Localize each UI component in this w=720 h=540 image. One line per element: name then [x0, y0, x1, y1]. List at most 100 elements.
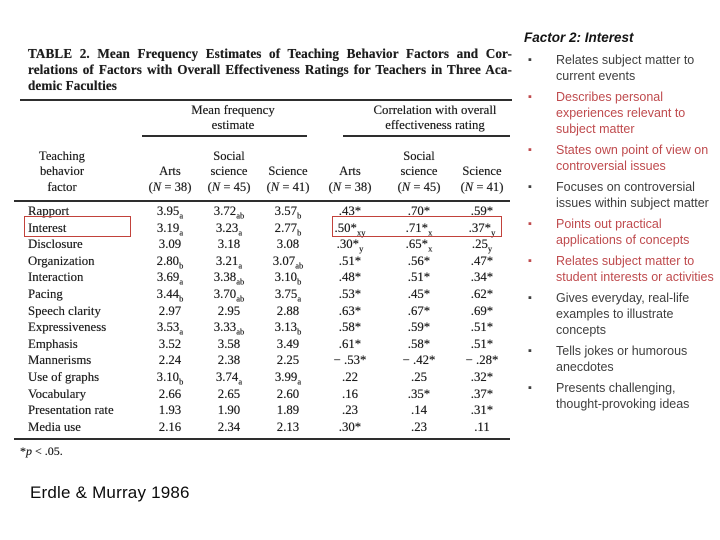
- data-cell: .51*: [407, 270, 431, 285]
- citation-text: Erdle & Murray 1986: [30, 483, 190, 502]
- data-cell: 3.09: [158, 237, 182, 252]
- data-cell: 2.66: [158, 386, 182, 401]
- column-header: Social science (N = 45): [397, 148, 441, 194]
- data-cell: 3.44b: [156, 286, 184, 304]
- table-title-line: TABLE 2. Mean Frequency Estimates of Tea…: [28, 46, 512, 61]
- data-cell: 3.13b: [274, 320, 302, 337]
- row-label: Disclosure: [28, 237, 83, 252]
- factor-bullet-list: Relates subject matter to current events…: [524, 52, 720, 412]
- column-header: Arts (N = 38): [148, 164, 192, 194]
- data-cell: .30*: [338, 419, 362, 434]
- data-cell: .50*xy: [334, 220, 366, 238]
- data-cell: 1.93: [158, 403, 182, 418]
- data-cell: .70*: [407, 204, 431, 218]
- column-header: Teaching behavior factor: [39, 148, 85, 194]
- data-cell: 3.69a: [156, 270, 184, 287]
- data-cell: .56*: [407, 253, 431, 268]
- data-cell: 2.65: [217, 386, 241, 401]
- data-cell: .51*: [338, 253, 362, 268]
- factor-bullet: Tells jokes or humorous anecdotes: [524, 343, 720, 375]
- data-cell: − .53*: [333, 353, 367, 368]
- data-cell: .71*x: [405, 220, 433, 238]
- data-cell: .22: [342, 369, 358, 384]
- data-cell: 3.70ab: [213, 286, 245, 304]
- row-label: Presentation rate: [28, 403, 114, 418]
- data-cell: .58*: [338, 320, 362, 335]
- table-footnote: *p < .05.: [20, 444, 63, 459]
- data-cell: 2.80b: [156, 253, 184, 271]
- column-header: Science (N = 41): [266, 164, 310, 194]
- correlation-group-header: Correlation with overall effectiveness r…: [348, 103, 522, 133]
- data-cell: 1.89: [276, 403, 300, 418]
- factor-bullet: Gives everyday, real-life examples to il…: [524, 290, 720, 338]
- mean-group-header: Mean frequency estimate: [141, 103, 325, 133]
- row-label: Interaction: [28, 270, 84, 285]
- rule-bottom: [14, 438, 510, 440]
- data-cell: 2.34: [217, 419, 241, 434]
- data-cell: 2.38: [217, 353, 241, 368]
- scanned-table: TABLE 2. Mean Frequency Estimates of Tea…: [14, 40, 516, 472]
- data-cell: .31*: [470, 403, 494, 418]
- data-cell: 3.74a: [215, 369, 243, 387]
- data-cell: .45*: [407, 286, 431, 301]
- data-cell: 2.16: [158, 419, 182, 434]
- data-cell: 3.21a: [215, 253, 243, 271]
- factor-bullet: Describes personal experiences relevant …: [524, 89, 720, 137]
- data-cell: 3.99a: [274, 369, 302, 387]
- interest-correlations-highlight-box: [332, 216, 502, 237]
- rule-header: [14, 200, 510, 202]
- data-cell: 2.77b: [274, 220, 302, 238]
- data-cell: − .42*: [402, 353, 436, 368]
- data-cell: .59*: [470, 204, 494, 218]
- row-label: Mannerisms: [28, 353, 92, 368]
- data-cell: .30*y: [336, 237, 364, 254]
- row-label: Interest: [28, 220, 67, 235]
- row-label: Rapport: [28, 204, 70, 218]
- data-cell: 2.25: [276, 353, 300, 368]
- factor-bullet: Relates subject matter to student intere…: [524, 253, 720, 285]
- data-cell: − .28*: [465, 353, 499, 368]
- row-label: Use of graphs: [28, 369, 100, 384]
- data-cell: 3.33ab: [213, 320, 245, 337]
- data-cell: 3.75a: [274, 286, 302, 304]
- factor-bullet: Presents challenging, thought-provoking …: [524, 380, 720, 412]
- interest-label-highlight-box: [24, 216, 131, 237]
- data-cell: .25y: [471, 237, 493, 254]
- row-label: Emphasis: [28, 336, 78, 351]
- column-header: Science (N = 41): [460, 164, 504, 194]
- data-cell: 3.38ab: [213, 270, 245, 287]
- data-cell: .58*: [407, 336, 431, 351]
- table-title-line: demic Faculties: [28, 78, 118, 93]
- data-cell: 3.07ab: [272, 253, 304, 271]
- factor-bullet: States own point of view on controversia…: [524, 142, 720, 174]
- table-title: TABLE 2. Mean Frequency Estimates of Tea…: [28, 46, 512, 94]
- row-label: Speech clarity: [28, 303, 101, 318]
- data-cell: 3.23a: [215, 220, 243, 238]
- data-cell: .14: [411, 403, 427, 418]
- row-label: Pacing: [28, 286, 63, 301]
- group-header-line: effectiveness rating: [385, 118, 485, 132]
- data-cell: 3.49: [276, 336, 300, 351]
- data-cell: .25: [411, 369, 427, 384]
- data-cell: 3.58: [217, 336, 241, 351]
- data-cell: 3.53a: [156, 320, 184, 337]
- data-cell: .63*: [338, 303, 362, 318]
- column-header: Arts (N = 38): [328, 164, 372, 194]
- data-cell: .47*: [470, 253, 494, 268]
- data-cell: .34*: [470, 270, 494, 285]
- data-cell: .37*y: [468, 220, 496, 238]
- data-cell: .16: [342, 386, 358, 401]
- data-cell: .11: [474, 419, 490, 434]
- group-header-line: estimate: [211, 118, 255, 132]
- table-grid: Teaching behavior factor Arts (N = 38) Social…: [24, 139, 510, 435]
- factor-bullet: Points out practical applications of con…: [524, 216, 720, 248]
- data-cell: 3.10b: [274, 270, 302, 287]
- data-cell: 2.97: [158, 303, 182, 318]
- data-cell: .32*: [470, 369, 494, 384]
- data-cell: 3.10b: [156, 369, 184, 387]
- factor-panel-title: Factor 2: Interest: [524, 30, 634, 45]
- data-cell: 3.08: [276, 237, 300, 252]
- data-cell: .51*: [470, 320, 494, 335]
- row-label: Expressiveness: [28, 320, 107, 335]
